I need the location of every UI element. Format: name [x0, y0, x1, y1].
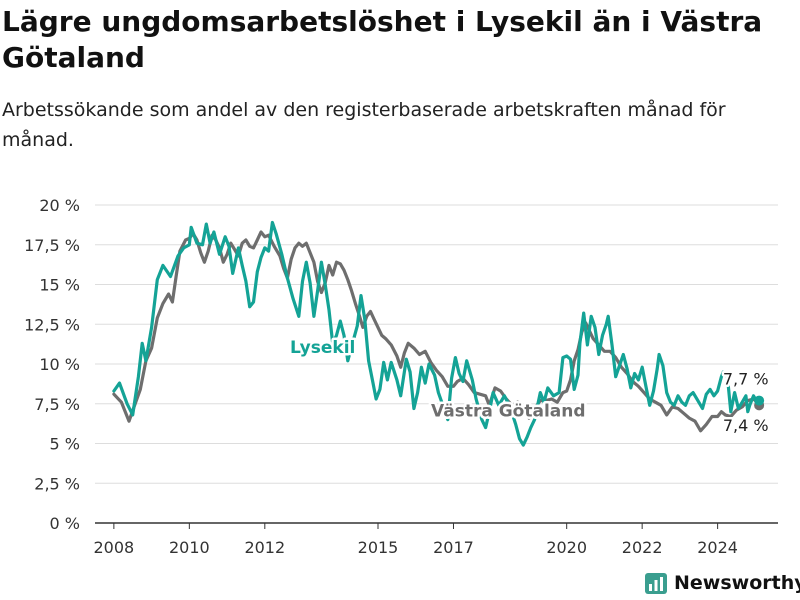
chart-title: Lägre ungdomsarbetslöshet i Lysekil än i… — [2, 5, 763, 74]
label-halo: 7,4 % — [723, 416, 769, 435]
newsworthy-wordmark: Newsworthy — [674, 572, 800, 594]
newsworthy-chart-icon — [645, 573, 667, 594]
series-end-point — [754, 395, 765, 406]
x-tick-label: 2010 — [169, 538, 210, 557]
x-tick-label: 2015 — [358, 538, 399, 557]
series-line-lysekil — [112, 220, 761, 447]
x-tick-label: 2022 — [622, 538, 663, 557]
x-axis-ticks: 2008 2010 2012 2015 2017 2020 2022 2024 — [94, 523, 738, 557]
y-tick-label: 10 % — [39, 355, 80, 374]
label-halo: Västra Götaland — [431, 401, 586, 421]
label-text: Lysekil — [290, 338, 355, 358]
y-tick-label: 20 % — [39, 196, 80, 215]
label-text: 7,7 % — [723, 370, 769, 389]
y-tick-label: 5 % — [50, 435, 80, 454]
y-tick-label: 15 % — [39, 276, 80, 295]
x-tick-label: 2012 — [244, 538, 285, 557]
x-tick-label: 2017 — [433, 538, 474, 557]
label-halo: 7,7 % — [723, 370, 769, 389]
y-tick-label: 0 % — [50, 514, 80, 533]
label-text: Västra Götaland — [431, 401, 586, 421]
y-tick-label: 12,5 % — [24, 315, 80, 334]
x-tick-label: 2008 — [94, 538, 135, 557]
label-text: 7,4 % — [723, 416, 769, 435]
series-lines — [112, 220, 765, 447]
label-halo: Lysekil — [290, 338, 355, 358]
gridlines — [95, 204, 778, 524]
y-tick-label: 17,5 % — [24, 236, 80, 255]
y-axis-ticks: 0 % 2,5 % 5 % 7,5 % 10 % 12,5 % 15 % 17,5 % 20 % — [24, 196, 80, 533]
chart-subtitle: Arbetssökande som andel av den registerb… — [2, 99, 726, 151]
newsworthy-logo: Newsworthy — [644, 569, 800, 597]
series-line-västra-götaland — [112, 230, 761, 433]
end-value-lysekil: 7,7 %7,7 % — [720, 367, 771, 391]
x-tick-label: 2024 — [697, 538, 738, 557]
y-tick-label: 2,5 % — [34, 474, 80, 493]
end-value-vastra-gotaland: 7,4 %7,4 % — [720, 413, 771, 437]
x-tick-label: 2020 — [546, 538, 587, 557]
y-tick-label: 7,5 % — [34, 395, 80, 414]
